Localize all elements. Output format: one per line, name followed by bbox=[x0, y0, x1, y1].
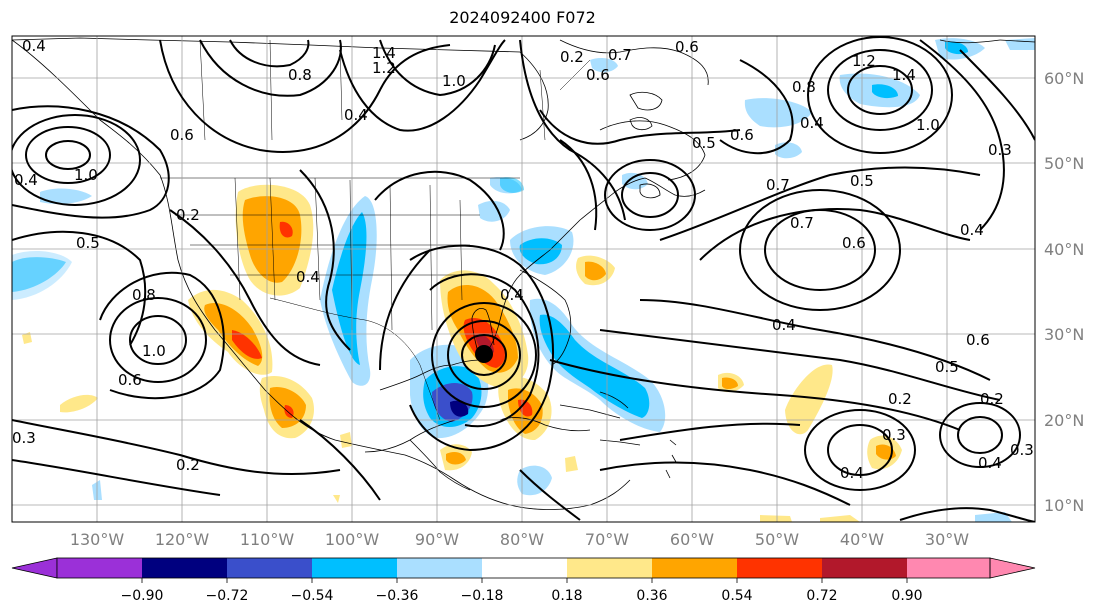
map-frame bbox=[11, 35, 1036, 523]
contour-label: 0.4 bbox=[978, 454, 1002, 472]
colorbar-extend-right bbox=[989, 557, 1036, 579]
contour-label: 1.0 bbox=[916, 116, 940, 134]
contour-label: 0.4 bbox=[500, 286, 524, 304]
contour-label: 0.6 bbox=[842, 234, 866, 252]
contour-label: 0.6 bbox=[675, 38, 699, 56]
contour-label: 0.7 bbox=[608, 46, 632, 64]
contour-label: 0.4 bbox=[22, 37, 46, 55]
colorbar-segment bbox=[652, 558, 737, 578]
contour-label: 0.4 bbox=[772, 316, 796, 334]
colorbar-tick: 0.90 bbox=[891, 588, 922, 604]
colorbar-tick: −0.18 bbox=[461, 588, 504, 604]
contour-label-group: 0.4 1.4 1.2 0.8 1.0 0.6 0.7 0.2 0.6 0.8 … bbox=[12, 37, 1034, 482]
contour-label: 0.2 bbox=[888, 390, 912, 408]
contour-label: 0.6 bbox=[730, 126, 754, 144]
contour-label: 0.8 bbox=[132, 286, 156, 304]
lat-label: 60°N bbox=[1044, 69, 1084, 88]
lat-label: 40°N bbox=[1044, 240, 1084, 259]
lon-label: 80°W bbox=[500, 530, 544, 549]
contour-label: 1.2 bbox=[852, 52, 876, 70]
colorbar-segment bbox=[482, 558, 567, 578]
colorbar-segment bbox=[57, 558, 142, 578]
contour-label: 0.5 bbox=[850, 172, 874, 190]
contour-label: 0.2 bbox=[980, 390, 1004, 408]
colorbar: −0.90 −0.72 −0.54 −0.36 −0.18 0.18 0.36 … bbox=[11, 557, 1036, 604]
contour-label: 0.4 bbox=[800, 114, 824, 132]
colorbar-segment bbox=[737, 558, 822, 578]
graticule bbox=[12, 36, 1035, 522]
colorbar-segment bbox=[567, 558, 652, 578]
lon-label: 120°W bbox=[155, 530, 210, 549]
contour-label: 0.3 bbox=[12, 429, 36, 447]
contour-label: 0.8 bbox=[792, 78, 816, 96]
colorbar-segment bbox=[822, 558, 907, 578]
contour-label: 0.6 bbox=[118, 371, 142, 389]
contour-label: 1.0 bbox=[74, 166, 98, 184]
contour-label: 0.3 bbox=[882, 426, 906, 444]
colorbar-segment bbox=[312, 558, 397, 578]
colorbar-tick: 0.72 bbox=[806, 588, 837, 604]
lon-label: 50°W bbox=[755, 530, 799, 549]
colorbar-tick: 0.54 bbox=[721, 588, 752, 604]
contour-label: 0.4 bbox=[960, 221, 984, 239]
colorbar-tick: 0.36 bbox=[636, 588, 667, 604]
lon-label: 70°W bbox=[585, 530, 629, 549]
contour-label: 0.2 bbox=[176, 206, 200, 224]
contour-lines bbox=[12, 36, 1035, 522]
contour-label: 0.5 bbox=[76, 234, 100, 252]
lon-label: 130°W bbox=[70, 530, 125, 549]
colorbar-segment bbox=[227, 558, 312, 578]
lon-label: 110°W bbox=[240, 530, 295, 549]
political-borders bbox=[160, 39, 591, 421]
contour-label: 0.7 bbox=[790, 214, 814, 232]
contour-label: 0.5 bbox=[692, 134, 716, 152]
contour-label: 0.4 bbox=[344, 106, 368, 124]
contour-label: 0.7 bbox=[766, 176, 790, 194]
contour-label: 0.4 bbox=[296, 268, 320, 286]
latitude-labels: 60°N 50°N 40°N 30°N 20°N 10°N bbox=[1044, 69, 1084, 515]
lon-label: 40°W bbox=[840, 530, 884, 549]
colorbar-tick: −0.36 bbox=[376, 588, 419, 604]
contour-label: 1.4 bbox=[892, 66, 916, 84]
contour-label: 0.6 bbox=[586, 66, 610, 84]
lon-label: 60°W bbox=[670, 530, 714, 549]
contour-label: 0.2 bbox=[176, 456, 200, 474]
contour-label: 0.5 bbox=[935, 358, 959, 376]
contour-label: 1.4 bbox=[372, 44, 396, 62]
contour-label: 0.8 bbox=[288, 66, 312, 84]
contour-label: 0.6 bbox=[966, 331, 990, 349]
map-plot-area: 0.4 1.4 1.2 0.8 1.0 0.6 0.7 0.2 0.6 0.8 … bbox=[12, 36, 1035, 522]
contour-label: 0.3 bbox=[988, 141, 1012, 159]
lon-label: 100°W bbox=[325, 530, 380, 549]
longitude-labels: 130°W 120°W 110°W 100°W 90°W 80°W 70°W 6… bbox=[70, 530, 969, 549]
colorbar-tick: 0.18 bbox=[551, 588, 582, 604]
colorbar-extend-left bbox=[11, 557, 58, 579]
colorbar-segment bbox=[142, 558, 227, 578]
contour-label: 0.3 bbox=[1010, 441, 1034, 459]
map-title: 2024092400 F072 bbox=[449, 8, 596, 27]
contour-label: 0.4 bbox=[840, 464, 864, 482]
lat-label: 30°N bbox=[1044, 325, 1084, 344]
contour-label: 0.4 bbox=[14, 171, 38, 189]
colorbar-segment bbox=[397, 558, 482, 578]
lat-label: 20°N bbox=[1044, 411, 1084, 430]
contour-label: 0.6 bbox=[170, 126, 194, 144]
lon-label: 90°W bbox=[415, 530, 459, 549]
colorbar-tick: −0.72 bbox=[206, 588, 249, 604]
lon-label: 30°W bbox=[925, 530, 969, 549]
contour-label: 1.2 bbox=[372, 59, 396, 77]
colorbar-tick: −0.90 bbox=[121, 588, 164, 604]
lat-label: 50°N bbox=[1044, 154, 1084, 173]
contour-label: 1.0 bbox=[442, 72, 466, 90]
lat-label: 10°N bbox=[1044, 496, 1084, 515]
colorbar-tick: −0.54 bbox=[291, 588, 334, 604]
contour-label: 0.2 bbox=[560, 48, 584, 66]
contour-label: 1.0 bbox=[142, 342, 166, 360]
storm-center-marker bbox=[475, 345, 493, 363]
colorbar-segment bbox=[907, 558, 990, 578]
